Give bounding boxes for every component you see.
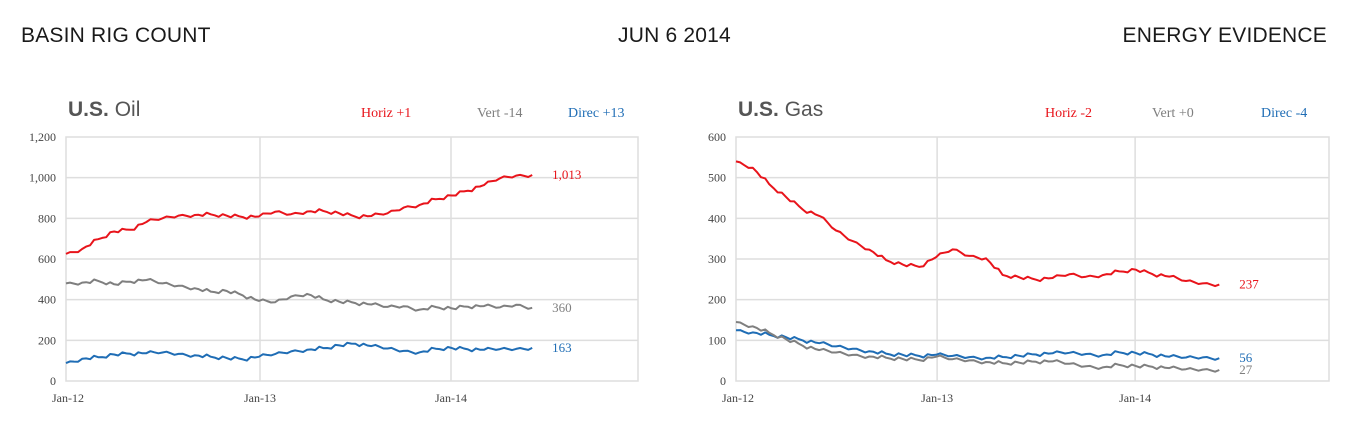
undefined-direc-line — [65, 341, 533, 365]
undefined-vert-end-label: 27 — [1239, 362, 1253, 377]
y-tick-label: 400 — [708, 211, 726, 225]
header-right-title: ENERGY EVIDENCE — [1122, 24, 1327, 47]
y-tick-label: 200 — [708, 293, 726, 307]
x-tick-label: Jan-13 — [921, 391, 953, 405]
undefined-direc-end-label: 56 — [1239, 350, 1253, 365]
y-tick-label: 500 — [708, 171, 726, 185]
chart-title: U.S. Gas — [738, 98, 823, 121]
undefined-direc-end-label: 163 — [552, 340, 572, 355]
legend-entry-direc: Direc +13 — [568, 106, 625, 121]
undefined-vert-end-label: 360 — [552, 300, 572, 315]
legend-entry-horiz: Horiz -2 — [1045, 106, 1092, 121]
chart-title: U.S. Oil — [68, 98, 140, 121]
y-tick-label: 0 — [50, 374, 56, 388]
undefined-horiz-line — [65, 173, 533, 255]
y-tick-label: 400 — [38, 293, 56, 307]
header-date: JUN 6 2014 — [618, 24, 731, 47]
y-tick-label: 100 — [708, 333, 726, 347]
x-tick-label: Jan-13 — [244, 391, 276, 405]
y-tick-label: 1,200 — [29, 130, 56, 144]
y-tick-label: 600 — [708, 130, 726, 144]
y-tick-label: 600 — [38, 252, 56, 266]
x-tick-label: Jan-14 — [1119, 391, 1151, 405]
y-tick-label: 800 — [38, 211, 56, 225]
legend-entry-horiz: Horiz +1 — [361, 106, 411, 121]
legend-entry-vert: Vert +0 — [1152, 106, 1194, 121]
undefined-horiz-line — [735, 160, 1220, 288]
undefined-horiz-end-label: 237 — [1239, 277, 1259, 292]
undefined-direc-line — [735, 329, 1220, 361]
legend-entry-vert: Vert -14 — [477, 106, 523, 121]
y-tick-label: 200 — [38, 333, 56, 347]
x-tick-label: Jan-14 — [435, 391, 467, 405]
header-left-title: BASIN RIG COUNT — [21, 24, 211, 47]
y-tick-label: 0 — [720, 374, 726, 388]
undefined-horiz-end-label: 1,013 — [552, 167, 581, 182]
x-tick-label: Jan-12 — [52, 391, 84, 405]
y-tick-label: 1,000 — [29, 171, 56, 185]
undefined-vert-line — [65, 278, 533, 312]
legend-entry-direc: Direc -4 — [1261, 106, 1307, 121]
x-tick-label: Jan-12 — [722, 391, 754, 405]
y-tick-label: 300 — [708, 252, 726, 266]
undefined-vert-line — [735, 321, 1220, 373]
